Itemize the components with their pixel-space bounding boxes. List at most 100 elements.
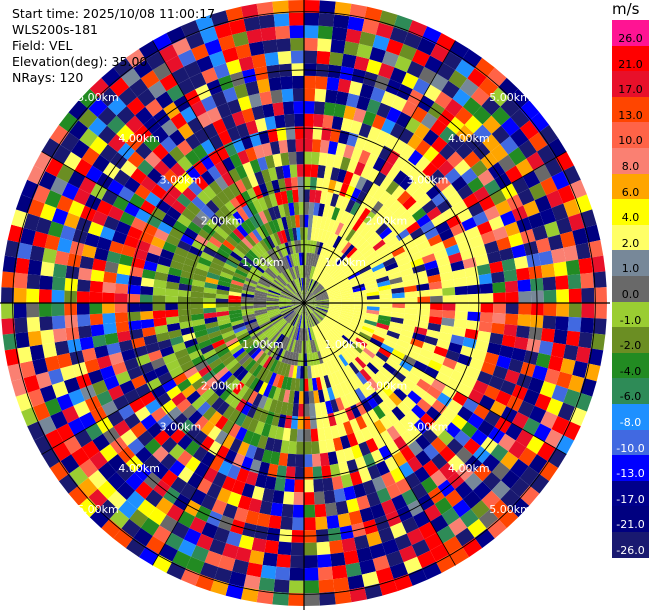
velocity-gate [123,357,139,371]
velocity-gate [118,339,134,353]
velocity-gate [266,304,279,307]
velocity-gates [1,0,607,606]
velocity-gate [540,410,558,430]
velocity-gate [560,231,576,248]
velocity-gate [523,388,540,406]
velocity-gate [333,411,344,425]
velocity-gate [84,194,102,211]
velocity-gate [194,359,209,372]
velocity-gate [506,194,524,211]
velocity-gate [489,87,510,107]
velocity-gate [547,355,564,372]
velocity-gate [334,273,347,283]
velocity-gate [127,438,145,456]
velocity-gate [372,354,386,367]
velocity-gate [316,305,329,310]
velocity-gate [356,334,370,345]
velocity-gate [581,287,595,303]
velocity-gate [325,153,336,168]
velocity-gate [195,262,210,272]
velocity-gate [446,399,463,415]
velocity-gate [347,325,361,335]
velocity-gate [343,420,354,436]
velocity-gate [365,197,379,212]
velocity-gate [311,151,320,165]
velocity-gate [134,124,152,143]
velocity-gate [272,0,289,15]
velocity-gate [391,348,406,360]
velocity-gate [121,244,136,258]
velocity-gate [63,435,82,455]
velocity-gate [194,329,208,339]
velocity-gate [377,318,391,326]
velocity-gate [255,312,268,319]
velocity-gate [439,324,454,335]
velocity-gate [344,330,357,341]
velocity-gate [96,355,112,370]
velocity-gate [329,51,344,67]
velocity-gate [304,517,316,531]
velocity-gate [572,360,589,379]
velocity-gate [350,252,363,264]
velocity-gate [272,246,282,260]
velocity-gate [246,28,263,44]
velocity-gate [366,295,380,300]
velocity-gate [114,303,128,313]
velocity-gate [27,259,43,276]
velocity-gate [418,66,437,85]
velocity-gate [177,354,192,367]
velocity-gate [267,385,277,400]
velocity-gate [389,467,405,483]
velocity-gate [308,279,315,292]
velocity-gate [281,256,289,270]
velocity-gate [424,260,439,271]
velocity-gate [177,434,193,451]
velocity-gate [205,276,219,285]
velocity-gate [337,280,351,288]
velocity-gate [229,394,243,409]
velocity-gate [172,372,188,386]
velocity-gate [240,303,254,307]
velocity-gate [294,126,304,140]
velocity-gate [304,151,312,165]
velocity-gate [428,421,445,437]
velocity-gate [127,284,141,295]
velocity-gate [130,421,148,439]
velocity-gate [341,295,355,300]
velocity-gate [462,537,483,558]
velocity-gate [488,215,505,231]
velocity-gate [491,271,505,284]
velocity-gate [392,138,408,155]
velocity-gate [127,150,145,168]
velocity-gate [192,273,207,283]
colorbar-cell [612,404,649,430]
velocity-gate [260,275,273,285]
velocity-gate [315,324,323,337]
velocity-gate [218,275,232,284]
velocity-gate [416,213,432,228]
velocity-gate [245,510,260,526]
velocity-gate [97,125,117,145]
velocity-gate [371,374,385,388]
velocity-gate [551,384,569,403]
velocity-gate [290,542,304,556]
velocity-gate [393,170,408,186]
velocity-gate [477,220,493,236]
velocity-gate [264,115,277,131]
velocity-gate [367,464,382,480]
velocity-gate [229,519,246,535]
velocity-gate [505,422,523,441]
velocity-gate [469,357,485,371]
velocity-gate [258,381,269,396]
velocity-gate [456,124,474,143]
velocity-gate [340,312,353,319]
velocity-gate [348,361,360,375]
velocity-gate [252,364,263,378]
velocity-gate [328,297,342,301]
velocity-gate [152,33,173,52]
velocity-gate [27,421,46,441]
velocity-gate [285,311,296,321]
velocity-gate [127,366,143,381]
velocity-gate [257,196,268,211]
velocity-gate [231,322,246,331]
